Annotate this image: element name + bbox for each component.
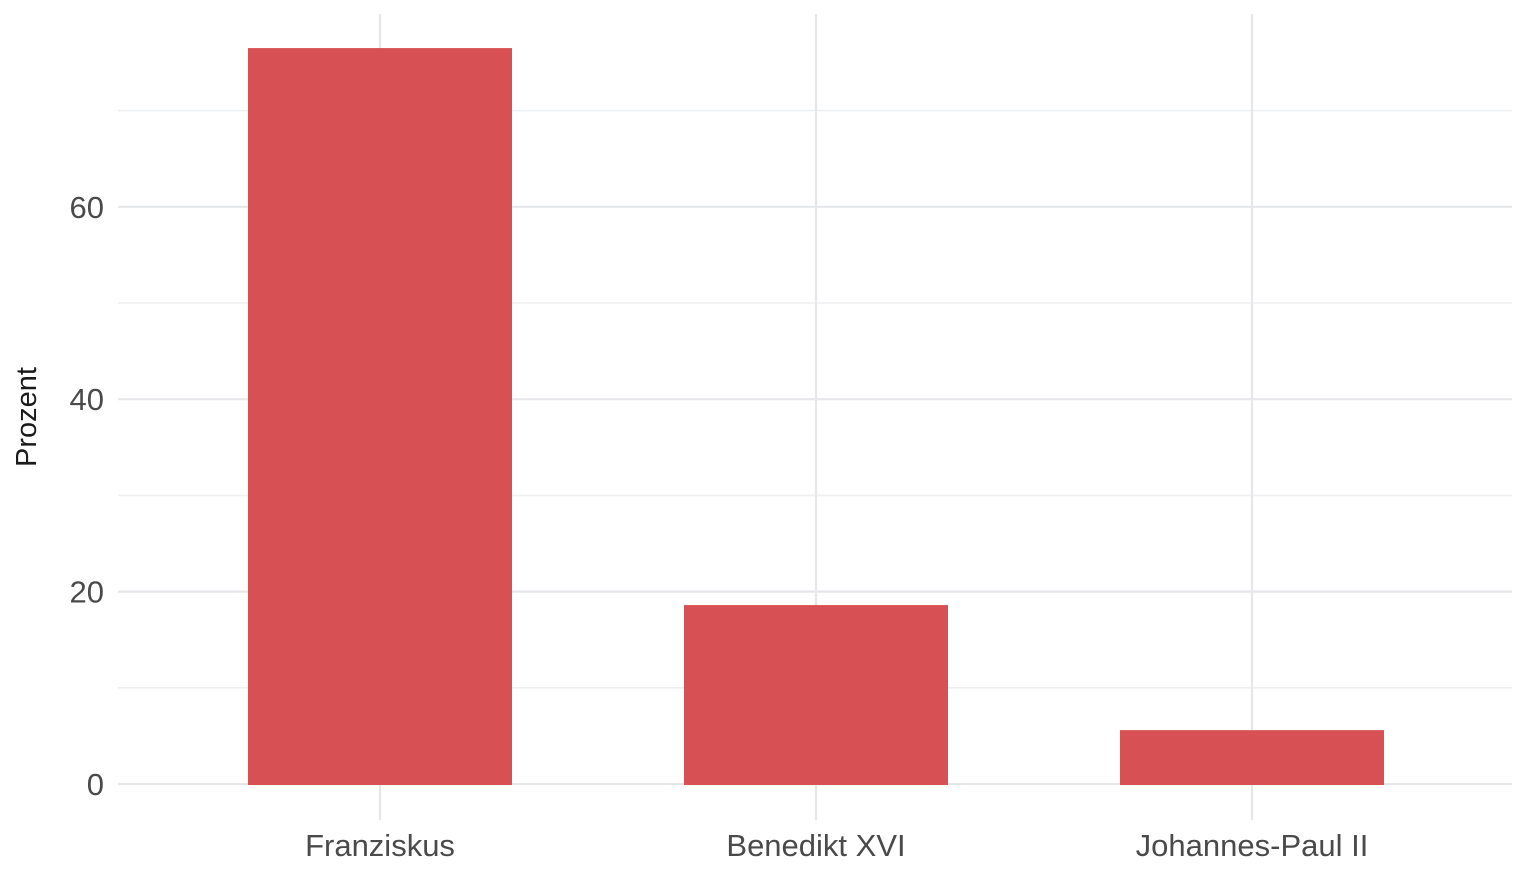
x-tick-label: Johannes-Paul II: [1136, 828, 1369, 863]
x-tick-label: Benedikt XVI: [726, 828, 905, 863]
y-tick-label: 20: [70, 575, 104, 610]
y-axis-ticks: 0 20 40 60: [70, 190, 104, 802]
y-axis-title: Prozent: [11, 367, 43, 467]
bar-franziskus: [248, 48, 512, 785]
y-tick-label: 0: [87, 767, 104, 802]
y-tick-label: 60: [70, 190, 104, 225]
x-axis-ticks: Franziskus Benedikt XVI Johannes-Paul II: [305, 828, 1368, 863]
bar-benedikt-xvi: [684, 605, 948, 785]
y-tick-label: 40: [70, 382, 104, 417]
bar-johannes-paul-ii: [1120, 730, 1384, 785]
bars: [248, 48, 1384, 785]
x-tick-label: Franziskus: [305, 828, 455, 863]
